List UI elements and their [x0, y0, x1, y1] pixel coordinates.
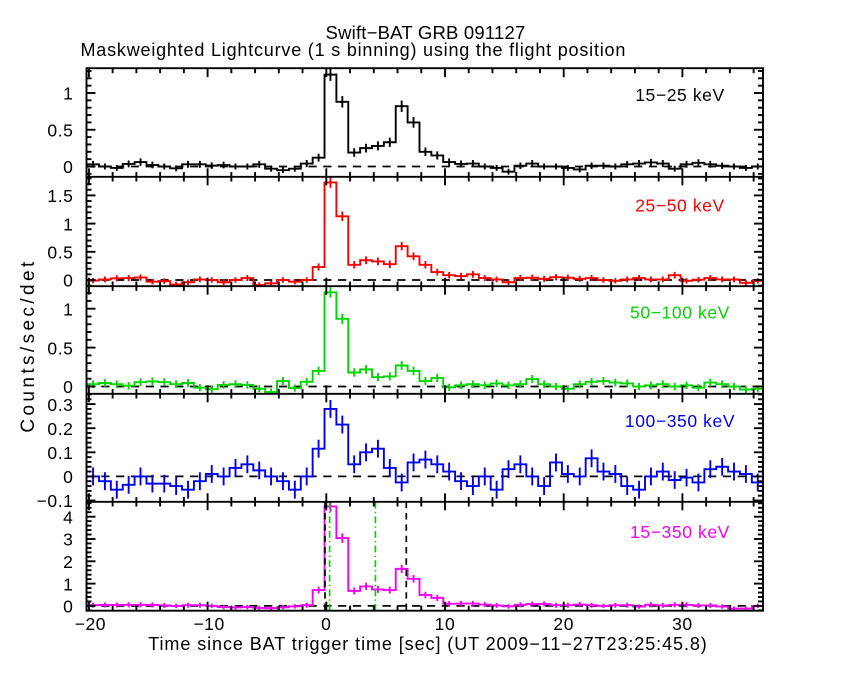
svg-text:100−350 keV: 100−350 keV: [625, 411, 735, 431]
svg-text:1: 1: [63, 84, 73, 104]
svg-text:0: 0: [63, 271, 73, 291]
svg-text:Counts/sec/det: Counts/sec/det: [18, 258, 39, 432]
svg-text:0: 0: [63, 157, 73, 177]
svg-text:2: 2: [63, 552, 73, 572]
svg-text:0.2: 0.2: [47, 419, 73, 439]
svg-text:0: 0: [63, 467, 73, 487]
svg-text:4: 4: [63, 507, 73, 527]
svg-text:0: 0: [63, 377, 73, 397]
svg-text:0.3: 0.3: [47, 395, 73, 415]
svg-text:Time since BAT trigger time [s: Time since BAT trigger time [sec] (UT 20…: [148, 634, 707, 654]
svg-text:0.5: 0.5: [47, 243, 73, 263]
svg-text:−10: −10: [193, 614, 225, 634]
svg-text:0.5: 0.5: [47, 338, 73, 358]
svg-text:3: 3: [63, 530, 73, 550]
svg-text:0.5: 0.5: [47, 120, 73, 140]
svg-text:0: 0: [321, 614, 331, 634]
svg-text:1: 1: [63, 299, 73, 319]
svg-text:Maskweighted Lightcurve (1 s b: Maskweighted Lightcurve (1 s binning) us…: [81, 40, 627, 60]
svg-text:20: 20: [553, 614, 574, 634]
svg-text:15−25 keV: 15−25 keV: [635, 85, 725, 105]
svg-text:−0.1: −0.1: [37, 491, 74, 511]
svg-text:25−50 keV: 25−50 keV: [635, 196, 725, 216]
svg-text:30: 30: [672, 614, 693, 634]
svg-text:1: 1: [63, 214, 73, 234]
svg-text:50−100 keV: 50−100 keV: [630, 302, 730, 322]
svg-text:10: 10: [435, 614, 456, 634]
svg-text:−20: −20: [75, 614, 107, 634]
svg-text:0.1: 0.1: [47, 443, 73, 463]
svg-text:Swift−BAT GRB 091127: Swift−BAT GRB 091127: [326, 22, 526, 43]
svg-text:15−350 keV: 15−350 keV: [630, 522, 730, 542]
svg-text:1.5: 1.5: [47, 186, 73, 206]
svg-text:1: 1: [63, 574, 73, 594]
svg-text:0: 0: [63, 597, 73, 617]
